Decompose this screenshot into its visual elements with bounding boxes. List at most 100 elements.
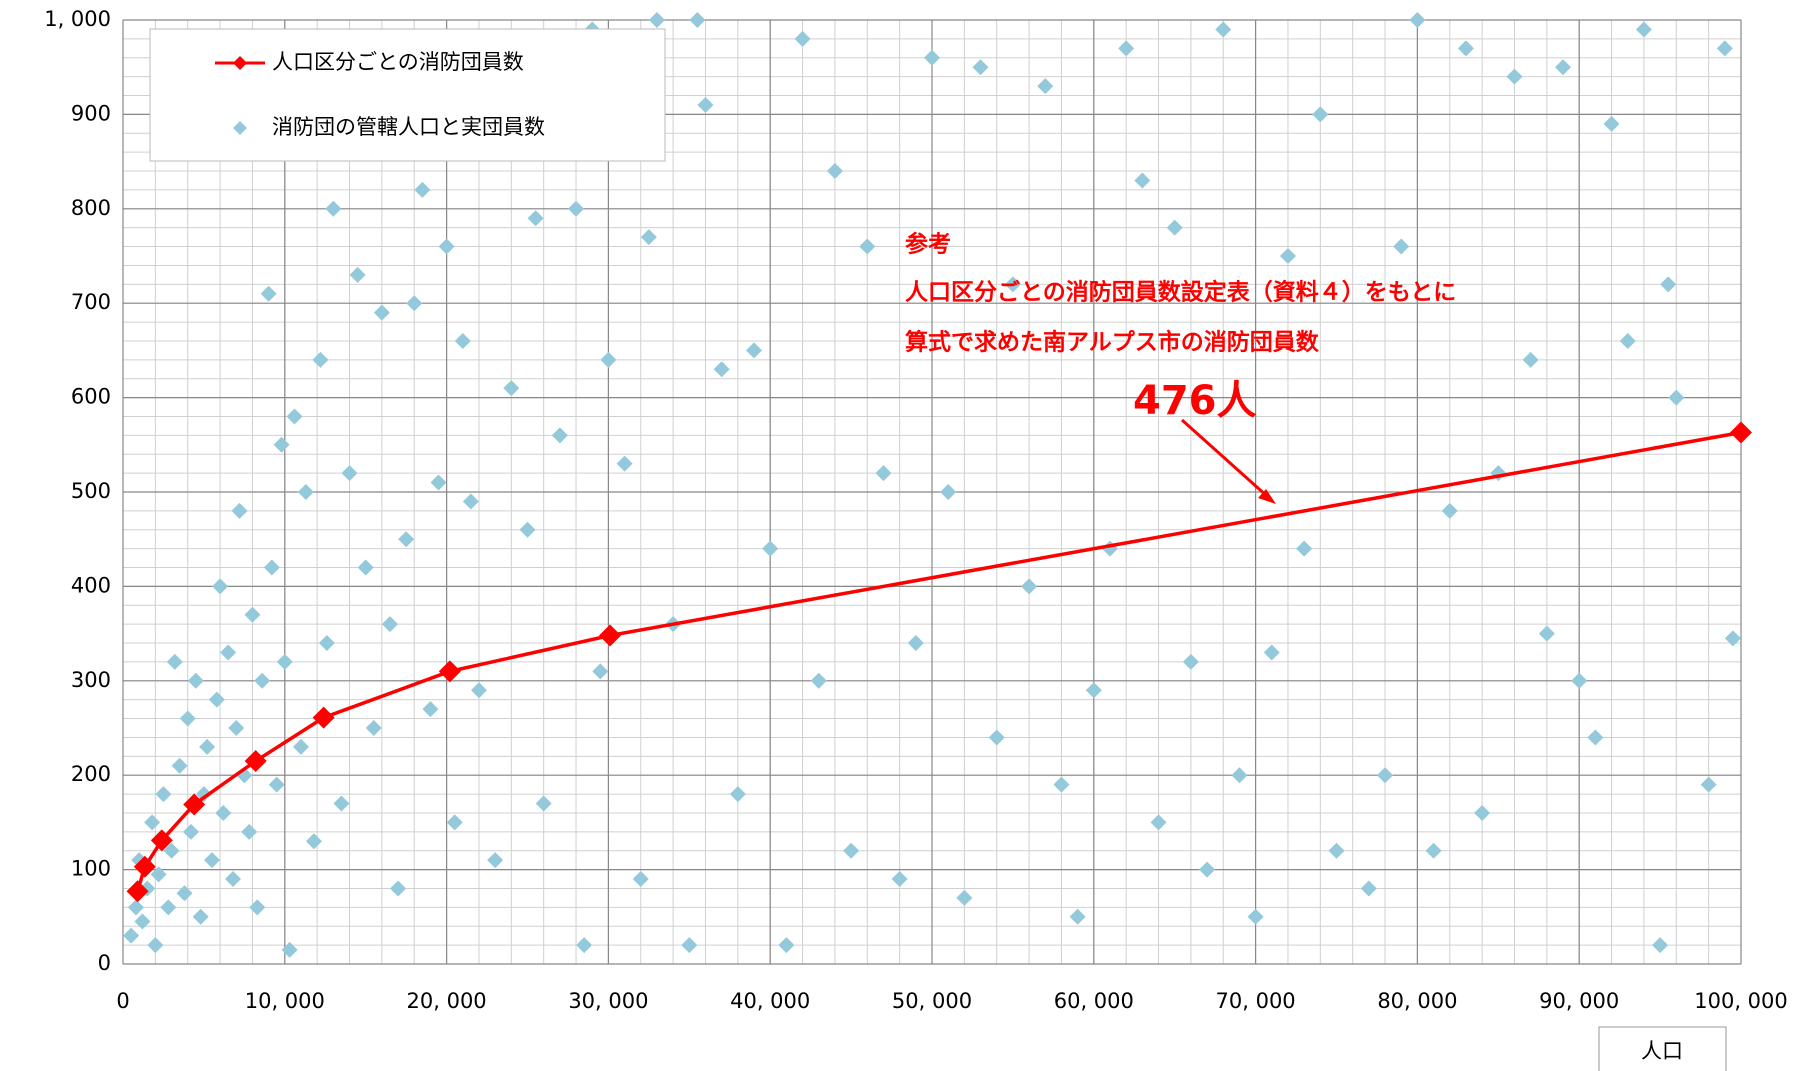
- scatter-point: [166, 653, 183, 670]
- scatter-point: [281, 941, 298, 958]
- scatter-point: [1328, 842, 1345, 859]
- scatter-point: [1150, 814, 1167, 831]
- scatter-point: [414, 181, 431, 198]
- scatter-point: [160, 899, 177, 916]
- scatter-point: [260, 285, 277, 302]
- scatter-point: [199, 738, 216, 755]
- y-tick-label: 500: [71, 479, 111, 503]
- scatter-point: [1571, 672, 1588, 689]
- line-point: [1730, 421, 1752, 444]
- scatter-point: [292, 738, 309, 755]
- line-point: [183, 793, 206, 816]
- scatter-point: [195, 786, 212, 803]
- legend-marker: [233, 121, 247, 135]
- grid: [122, 19, 1742, 965]
- scatter-point: [241, 823, 258, 840]
- scatter-point: [1700, 776, 1717, 793]
- legend-marker: [233, 56, 247, 70]
- legend-label: 人口区分ごとの消防団員数: [272, 50, 524, 74]
- scatter-point: [640, 229, 657, 246]
- scatter-point: [1603, 115, 1620, 132]
- scatter-point: [1263, 644, 1280, 661]
- scatter-point: [1587, 729, 1604, 746]
- scatter-point: [972, 59, 989, 76]
- scatter-point: [1409, 12, 1426, 28]
- scatter-point: [988, 729, 1005, 746]
- scatter-point: [171, 757, 188, 774]
- y-tick-label: 400: [71, 573, 111, 597]
- scatter-point: [182, 823, 199, 840]
- scatter-point: [1296, 540, 1313, 557]
- scatter-point: [697, 96, 714, 113]
- x-tick-label: 0: [116, 989, 129, 1013]
- scatter-point: [187, 672, 204, 689]
- scatter-point: [1660, 276, 1677, 293]
- scatter-point: [325, 200, 342, 217]
- scatter-point: [1085, 682, 1102, 699]
- scatter-point: [924, 49, 940, 66]
- scatter-point: [1716, 40, 1733, 57]
- y-tick-label: 300: [71, 668, 111, 692]
- scatter-point: [390, 880, 407, 897]
- scatter-point: [276, 653, 293, 670]
- x-tick-label: 80, 000: [1377, 989, 1457, 1013]
- x-tick-label: 50, 000: [892, 989, 972, 1013]
- scatter-point: [713, 361, 730, 378]
- scatter-point: [1199, 861, 1216, 878]
- scatter-point: [1004, 276, 1021, 293]
- scatter-point: [503, 380, 520, 397]
- scatter-point: [228, 720, 245, 736]
- line-point: [312, 706, 335, 729]
- scatter-point: [1021, 578, 1038, 595]
- scatter-point: [746, 342, 763, 359]
- scatter-point: [632, 871, 649, 888]
- scatter-point: [1635, 21, 1652, 38]
- scatter-point: [1619, 332, 1636, 349]
- scatter-point: [203, 852, 220, 869]
- scatter-point: [144, 814, 161, 831]
- annotation: 476人: [1133, 378, 1257, 424]
- scatter-point: [150, 866, 167, 883]
- scatter-point: [907, 635, 924, 652]
- scatter-point: [1652, 937, 1669, 954]
- scatter-point: [176, 885, 193, 902]
- scatter-point: [208, 691, 225, 708]
- scatter-point: [373, 304, 390, 321]
- scatter-point: [398, 531, 415, 548]
- y-tick-label: 600: [71, 385, 111, 409]
- scatter-point: [1231, 767, 1248, 784]
- scatter-point: [454, 332, 471, 349]
- scatter-point: [297, 484, 314, 500]
- scatter-point: [762, 540, 779, 557]
- scatter-point: [286, 408, 303, 425]
- scatter-point: [729, 786, 746, 803]
- scatter-point: [220, 644, 237, 661]
- line-point: [133, 855, 156, 878]
- x-tick-label: 90, 000: [1539, 989, 1619, 1013]
- scatter-point: [381, 616, 398, 633]
- annotation: 算式で求めた南アルプス市の消防団員数: [905, 329, 1320, 356]
- scatter-point: [1312, 106, 1329, 123]
- scatter-point: [1279, 248, 1296, 264]
- scatter-point: [134, 913, 151, 930]
- scatter-point: [127, 899, 144, 916]
- scatter-point: [254, 672, 271, 689]
- scatter-point: [349, 266, 366, 283]
- scatter-point: [1134, 172, 1151, 189]
- scatter-point: [1393, 238, 1410, 255]
- line-point: [599, 624, 622, 647]
- line-point: [126, 880, 149, 903]
- scatter-point: [1053, 776, 1070, 793]
- scatter-point: [1522, 351, 1539, 368]
- scatter-point: [616, 455, 633, 472]
- marks: [123, 12, 1752, 958]
- y-tick-label: 0: [98, 951, 111, 975]
- scatter-point: [192, 908, 209, 925]
- scatter-point: [1538, 625, 1555, 642]
- scatter-point: [1724, 630, 1741, 647]
- y-tick-label: 900: [71, 101, 111, 125]
- scatter-point: [225, 871, 242, 888]
- scatter-point: [357, 559, 374, 576]
- x-tick-label: 70, 000: [1216, 989, 1296, 1013]
- scatter-point: [263, 559, 280, 576]
